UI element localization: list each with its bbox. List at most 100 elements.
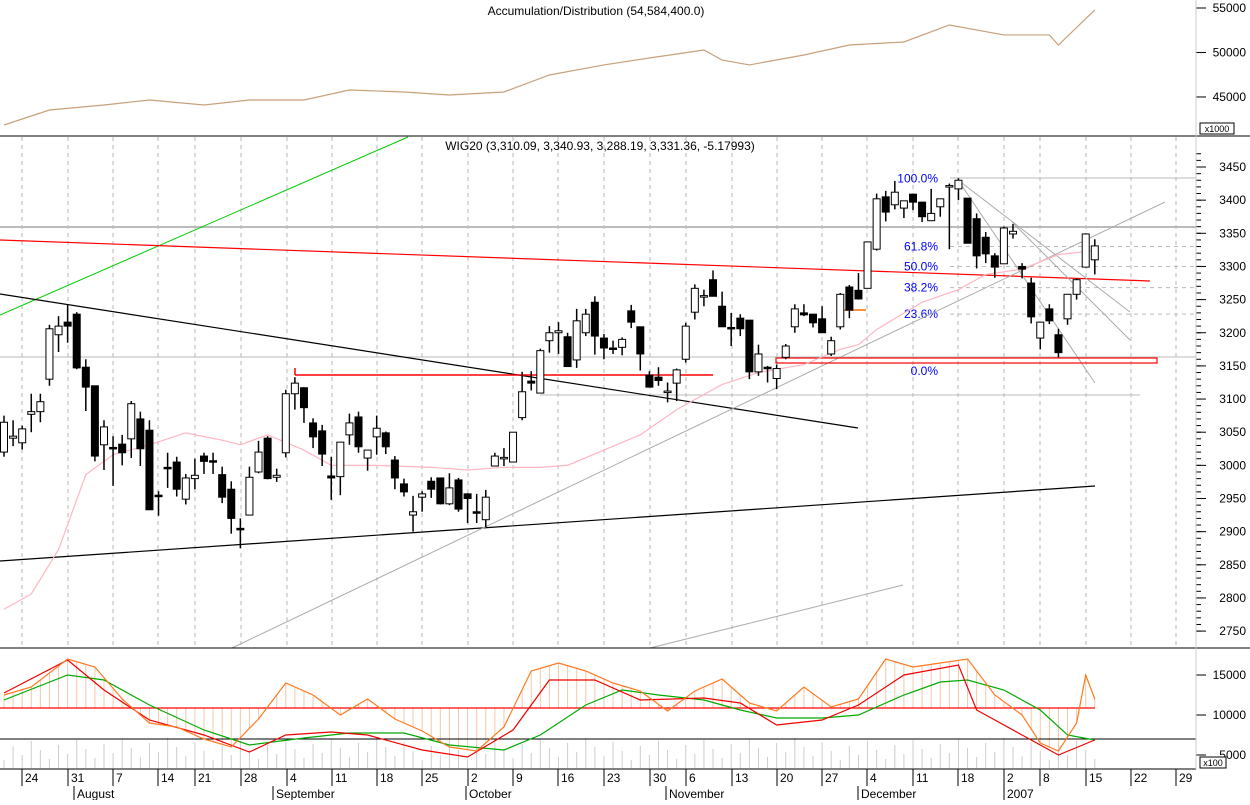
candle-down — [381, 432, 390, 448]
main-title: WIG20 (3,310.09, 3,340.93, 3,288.19, 3,3… — [445, 139, 755, 153]
scale-box — [1199, 122, 1235, 135]
candle-up — [0, 421, 8, 453]
x-tick-label: 18 — [961, 771, 975, 785]
y-tick-label: 3000 — [1219, 458, 1246, 472]
candle-down — [390, 459, 399, 479]
uptrend-line — [231, 201, 1166, 649]
candle-up — [372, 427, 381, 438]
candle-up — [772, 368, 781, 379]
candle-up — [254, 451, 263, 473]
candle-down — [627, 310, 636, 323]
y-tick-label: 2950 — [1219, 492, 1246, 506]
resistance-trendline — [0, 293, 859, 429]
candle-down — [1027, 282, 1036, 318]
candle-up — [281, 393, 290, 454]
candle-up — [45, 328, 54, 380]
candle-up — [790, 308, 799, 328]
candle-down — [763, 366, 772, 370]
candle-down — [1054, 334, 1063, 354]
fib-label: 50.0% — [904, 259, 938, 273]
y-tick-label: 2900 — [1219, 525, 1246, 539]
candle-down — [318, 430, 327, 455]
candle-up — [618, 338, 627, 348]
candle-down — [709, 279, 718, 297]
fib-label: 23.6% — [904, 307, 938, 321]
x-tick-label: 21 — [198, 771, 212, 785]
candle-down — [227, 488, 236, 519]
candle-up — [363, 449, 372, 459]
candle-up — [272, 474, 281, 478]
candle-up — [1090, 245, 1099, 261]
x-tick-label: 9 — [516, 771, 523, 785]
candle-up — [54, 325, 63, 336]
grid-lines — [21, 137, 1177, 647]
x-tick-label: 11 — [916, 771, 929, 785]
candle-up — [690, 287, 699, 313]
candle-up — [18, 428, 27, 444]
candle-up — [554, 330, 563, 334]
candle-down — [799, 312, 808, 316]
candle-down — [472, 511, 481, 514]
price-panel: 100.0% 61.8% 50.0% 38.2% 23.6% 0.0% 3450 3400 33… — [0, 136, 1246, 649]
x-tick-label: 2 — [471, 771, 478, 785]
month-label: November — [669, 787, 724, 800]
x-tick-label: 7 — [116, 771, 123, 785]
candle-up — [1008, 230, 1017, 235]
candle-down — [118, 443, 127, 454]
candle-up — [936, 198, 945, 208]
candle-up — [345, 422, 354, 436]
month-label: August — [77, 787, 115, 800]
candle-down — [154, 494, 163, 498]
oscillator-red-line — [3, 659, 1096, 758]
x-tick-label: 2 — [1007, 771, 1014, 785]
candle-up — [545, 332, 554, 342]
month-label: 2007 — [1007, 787, 1034, 800]
y-tick-label: 55000 — [1213, 1, 1247, 15]
candle-down — [299, 387, 308, 409]
red-zone-rectangle — [775, 357, 1158, 364]
x-tick-label: 18 — [380, 771, 394, 785]
y-tick-label: 2800 — [1219, 591, 1246, 605]
candle-up — [481, 496, 490, 521]
candle-up — [190, 474, 199, 480]
candle-down — [72, 313, 81, 369]
fan-line — [957, 179, 1131, 313]
candle-down — [990, 255, 999, 268]
candle-down — [745, 319, 754, 373]
candle-down — [645, 374, 654, 388]
candle-down — [454, 479, 463, 510]
candle-up — [681, 325, 690, 360]
candle-up — [9, 435, 18, 439]
fib-label: 0.0% — [911, 364, 939, 378]
candle-up — [754, 353, 763, 373]
candle-up — [509, 431, 518, 463]
candle-up — [945, 185, 954, 188]
ad-line — [3, 9, 1096, 126]
candle-up — [1072, 279, 1081, 295]
candle-up — [127, 403, 136, 440]
month-label: December — [861, 787, 916, 800]
x-tick-label: 20 — [780, 771, 794, 785]
candle-down — [909, 193, 917, 203]
candle-up — [954, 179, 963, 190]
red-trendline — [0, 239, 1151, 282]
candle-down — [63, 321, 72, 327]
candle-down — [654, 376, 663, 381]
candle-down — [963, 197, 972, 244]
x-tick-label: 4 — [870, 771, 877, 785]
support-trendline — [0, 485, 1096, 562]
candle-up — [572, 320, 581, 361]
candle-down — [81, 366, 90, 388]
x-tick-label: 4 — [290, 771, 297, 785]
fib-label: 38.2% — [904, 281, 938, 295]
y-tick-label: 3400 — [1219, 193, 1246, 207]
x-tick-label: 25 — [425, 771, 439, 785]
candle-down — [172, 461, 181, 490]
x-tick-label: 14 — [161, 771, 175, 785]
oscillator-green-line — [3, 674, 1095, 751]
candle-up — [445, 487, 454, 505]
candle-up — [245, 476, 254, 516]
y-tick-label: 2850 — [1219, 558, 1246, 572]
